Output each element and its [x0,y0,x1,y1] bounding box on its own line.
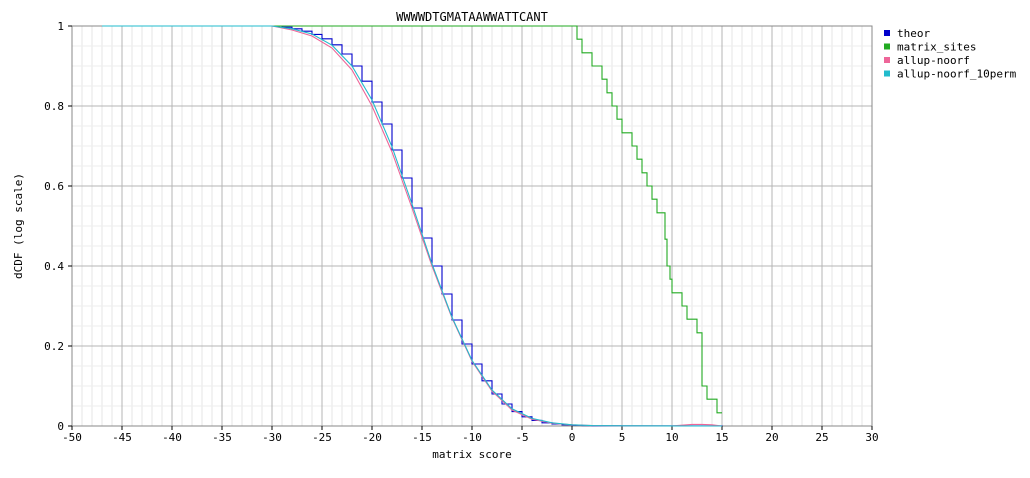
y-axis-label: dCDF (log scale) [12,173,25,279]
legend: theormatrix_sitesallup-noorfallup-noorf_… [884,27,1017,81]
x-axis: -50 -45 -40 -35 -30 -25 -20 -15 -10 -5 0 5 10 15 20 25 3… [62,426,879,444]
legend-entry: matrix_sites [897,41,976,54]
legend-swatch [884,30,890,36]
x-tick-label: -30 [262,431,282,444]
x-tick-label: -50 [62,431,82,444]
y-tick-label: 0.6 [44,180,64,193]
y-axis: 0 0.2 0.4 0.6 0.8 1 [44,20,72,433]
x-tick-label: -5 [515,431,528,444]
x-tick-label: -20 [362,431,382,444]
y-tick-label: 0.8 [44,100,64,113]
legend-entry: allup-noorf_10perm [897,68,1017,81]
x-axis-label: matrix score [432,448,511,461]
legend-entry: allup-noorf [897,54,970,67]
x-tick-label: 5 [619,431,626,444]
series-line-theor [102,25,723,427]
x-tick-label: -45 [112,431,132,444]
y-tick-label: 0.2 [44,340,64,353]
x-tick-label: 30 [865,431,878,444]
series-line-matrix_sites [102,25,722,414]
y-tick-label: 0 [57,420,64,433]
x-tick-label: -40 [162,431,182,444]
x-tick-label: -10 [462,431,482,444]
x-tick-label: 0 [569,431,576,444]
series-layer [102,25,723,427]
chart-title: WWWWDTGMATAAWWATTCANT [396,10,548,24]
y-tick-label: 0.4 [44,260,64,273]
x-tick-label: 25 [815,431,828,444]
y-tick-label: 1 [57,20,64,33]
legend-swatch [884,43,890,50]
x-tick-label: 20 [765,431,778,444]
x-tick-label: 10 [665,431,678,444]
x-tick-label: -15 [412,431,432,444]
x-tick-label: -35 [212,431,232,444]
x-tick-label: -25 [312,431,332,444]
legend-swatch [884,70,890,77]
series-line-allup-noorf_10perm [102,25,723,427]
legend-swatch [884,57,890,63]
legend-entry: theor [897,27,930,40]
x-tick-label: 15 [715,431,728,444]
